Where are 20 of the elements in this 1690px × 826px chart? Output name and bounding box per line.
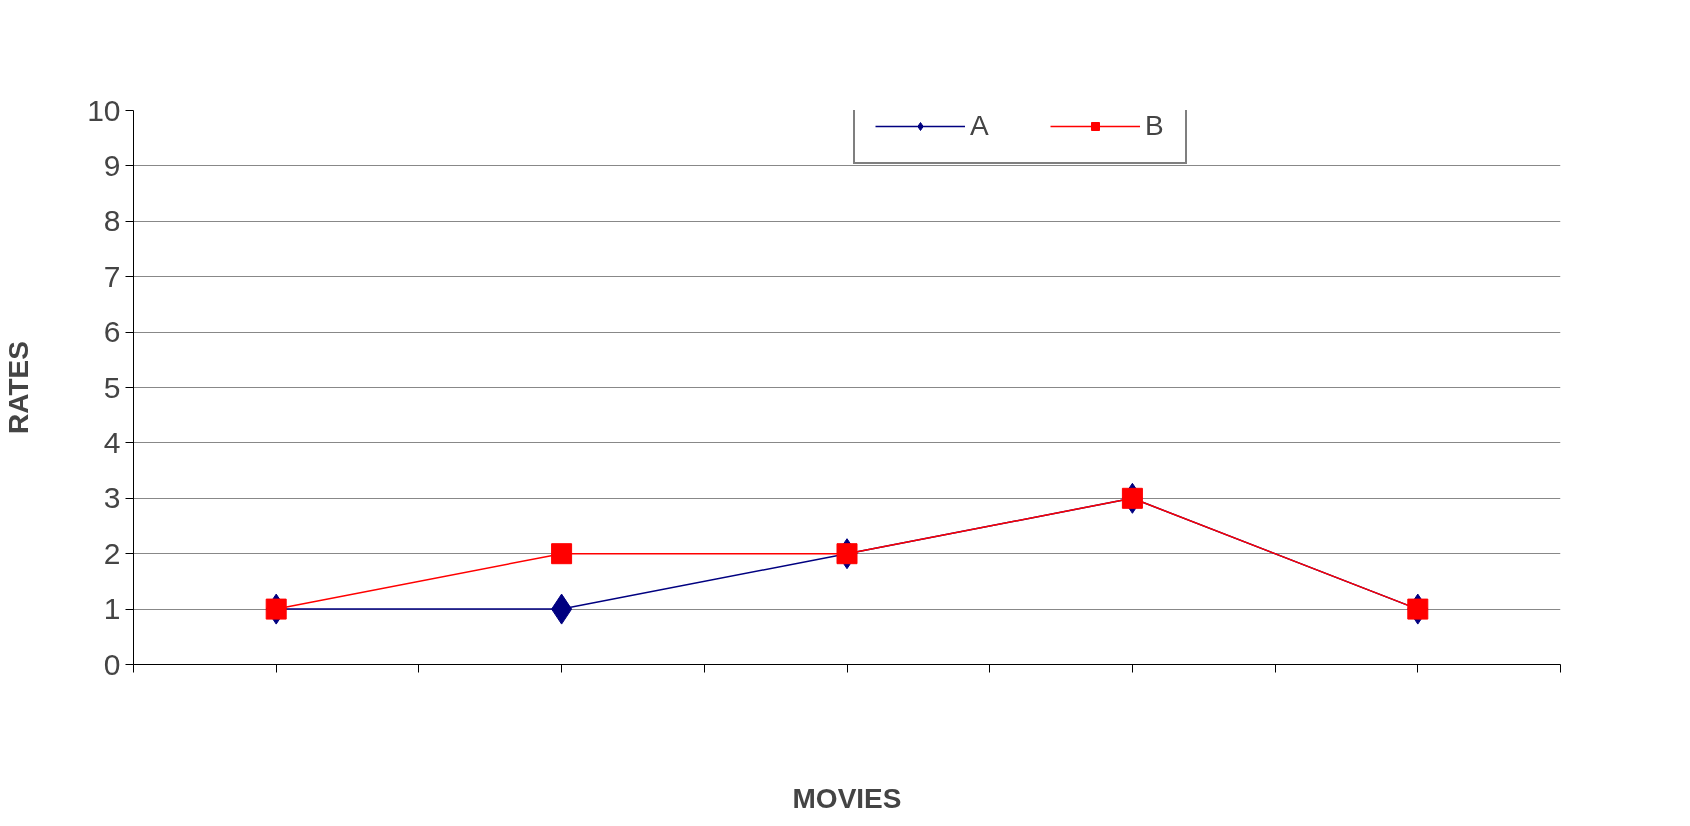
y-tick-label: 9 [103, 148, 121, 182]
point [551, 543, 573, 565]
y-tick-label: 5 [103, 370, 121, 404]
y-tick-label: 3 [103, 481, 121, 515]
legend-label: A [970, 110, 990, 142]
y-tick-label: 0 [103, 647, 121, 681]
y-tick-label: 8 [103, 204, 121, 238]
point [1407, 598, 1429, 620]
y-tick-label: 1 [103, 592, 121, 626]
y-axis-title: RATES [3, 341, 35, 434]
y-tick-label: 4 [103, 425, 121, 459]
point [836, 543, 858, 565]
y-tick-label: 2 [103, 536, 121, 570]
y-tick-label: 10 [87, 93, 121, 127]
point [265, 598, 287, 620]
legend-label: B [1145, 110, 1165, 142]
y-tick-label: 7 [103, 259, 121, 293]
point [1121, 487, 1143, 509]
x-axis-title: MOVIES [792, 782, 902, 814]
y-tick-label: 6 [103, 315, 121, 349]
